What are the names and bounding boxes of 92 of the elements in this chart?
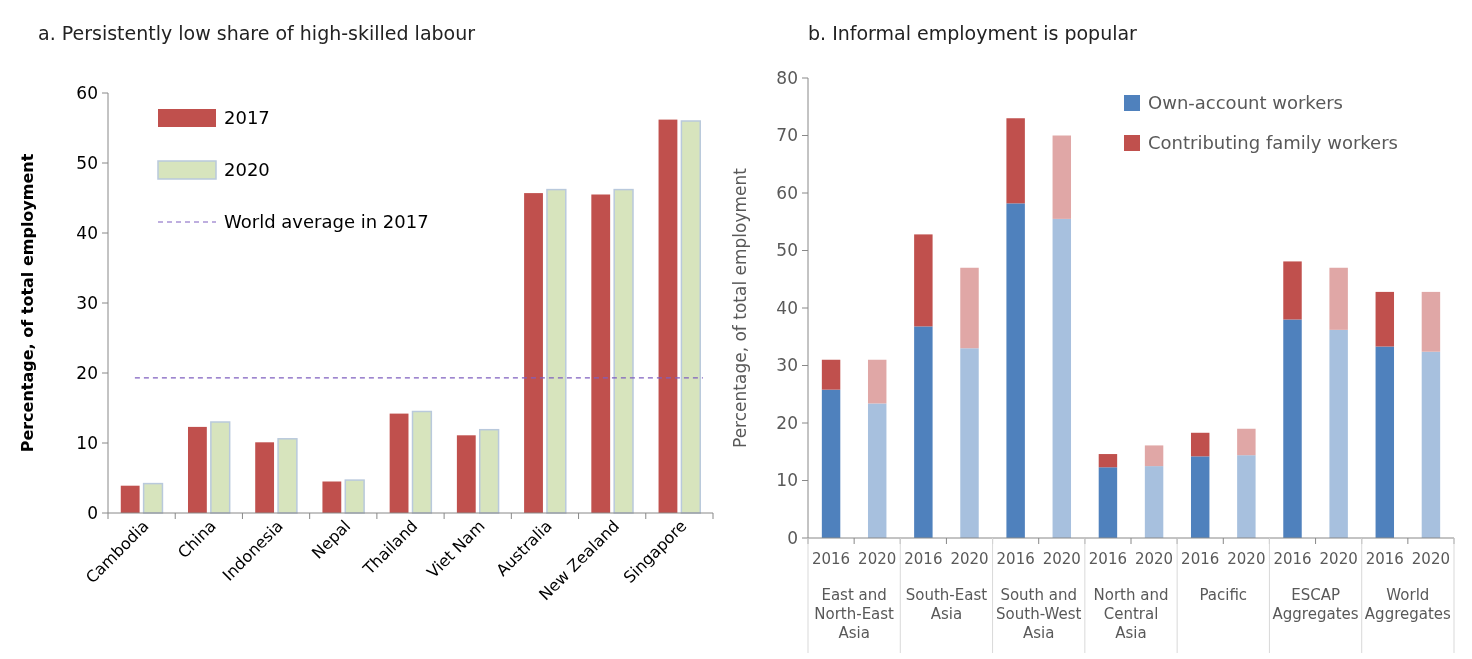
y-tick-label: 30 <box>776 355 798 376</box>
bar <box>142 482 164 514</box>
bar <box>1190 456 1210 538</box>
chart-title: a. Persistently low share of high-skilled labour <box>38 22 476 44</box>
y-tick-label: 10 <box>776 470 798 491</box>
text: ESCAP Aggregates <box>1272 586 1359 623</box>
legend-label: 2017 <box>224 107 270 129</box>
bar <box>960 348 979 538</box>
bar <box>1375 346 1395 538</box>
x-tick-label: 2020 <box>1227 550 1266 568</box>
bar <box>867 403 887 538</box>
x-tick-label: 2016 <box>1273 550 1312 568</box>
bar <box>960 267 979 349</box>
bar <box>914 326 933 538</box>
text: Pacific <box>1199 586 1248 604</box>
y-tick-label: 50 <box>776 240 798 261</box>
x-tick-label: 2020 <box>1319 550 1358 568</box>
bar <box>1421 291 1441 352</box>
text: World Aggregates <box>1364 586 1452 623</box>
x-tick-label: 2016 <box>811 550 851 568</box>
x-tick-label: 2016 <box>904 550 943 568</box>
bar <box>478 428 500 514</box>
bar <box>1329 329 1348 538</box>
bar <box>1283 261 1302 320</box>
legend-label: World average in 2017 <box>224 211 429 233</box>
bar <box>1329 267 1348 330</box>
y-tick-label: 20 <box>776 412 798 433</box>
y-tick-label: 40 <box>76 222 98 243</box>
x-tick-label: 2016 <box>996 550 1035 568</box>
legend-label: Contributing family workers <box>1148 132 1398 154</box>
bar <box>1190 432 1210 457</box>
x-tick-label: 2020 <box>858 550 897 568</box>
bar <box>1144 466 1164 538</box>
y-tick-label: 20 <box>76 362 98 383</box>
y-tick-label: 0 <box>787 527 798 548</box>
bar <box>210 421 231 514</box>
bar <box>546 188 567 514</box>
x-tick-label: 2016 <box>1088 550 1128 568</box>
bar <box>914 234 933 327</box>
text: East and North-East Asia <box>814 586 895 642</box>
y-tick-label: 10 <box>76 432 98 453</box>
y-tick-label: 60 <box>776 182 798 203</box>
y-tick-label: 70 <box>776 125 798 146</box>
bar <box>1237 455 1256 538</box>
bar <box>120 485 140 513</box>
chart-title: b. Informal employment is popular <box>808 22 1138 44</box>
bar <box>1006 203 1025 538</box>
x-tick-label: 2016 <box>1181 550 1220 568</box>
y-tick-label: 50 <box>76 152 98 173</box>
bar <box>821 389 841 538</box>
y-tick-label: 60 <box>76 82 98 103</box>
text: South-East Asia <box>905 586 988 623</box>
bar <box>524 193 543 513</box>
bar <box>1375 291 1395 347</box>
bar <box>1098 454 1118 468</box>
bar <box>389 413 409 513</box>
legend-label: 2020 <box>224 159 270 181</box>
x-tick-label: 2016 <box>1365 550 1404 568</box>
bar <box>1098 467 1118 538</box>
y-tick-label: 0 <box>87 502 98 523</box>
y-tick-label: 30 <box>76 292 98 313</box>
y-tick-label: 80 <box>776 67 798 88</box>
bar <box>1283 319 1302 538</box>
bar <box>1006 118 1025 204</box>
bar <box>1237 428 1256 456</box>
x-tick-label: 2020 <box>950 550 989 568</box>
y-axis-title: Percentage, of total employment <box>18 153 37 453</box>
bar <box>867 359 887 404</box>
bar <box>344 479 365 514</box>
text: North and Central Asia <box>1093 586 1169 642</box>
bar <box>1144 445 1164 467</box>
text: South and South-West Asia <box>996 586 1082 642</box>
legend-label: Own-account workers <box>1148 92 1343 114</box>
bar <box>680 120 701 514</box>
bar <box>821 359 841 390</box>
bar <box>277 438 298 514</box>
x-tick-label: 2020 <box>1411 550 1451 568</box>
bar <box>613 188 634 514</box>
bar <box>187 426 207 513</box>
bar <box>1052 135 1072 219</box>
y-tick-label: 40 <box>776 297 798 318</box>
bar <box>255 442 275 513</box>
bar <box>411 410 433 514</box>
bar <box>658 119 678 513</box>
bar <box>591 194 611 513</box>
bar <box>322 481 342 513</box>
y-axis-title: Percentage, of total employment <box>730 167 750 448</box>
bar <box>1421 351 1441 538</box>
bar <box>456 435 476 513</box>
x-tick-label: 2020 <box>1134 550 1174 568</box>
bar <box>1052 218 1072 538</box>
x-tick-label: 2020 <box>1042 550 1081 568</box>
